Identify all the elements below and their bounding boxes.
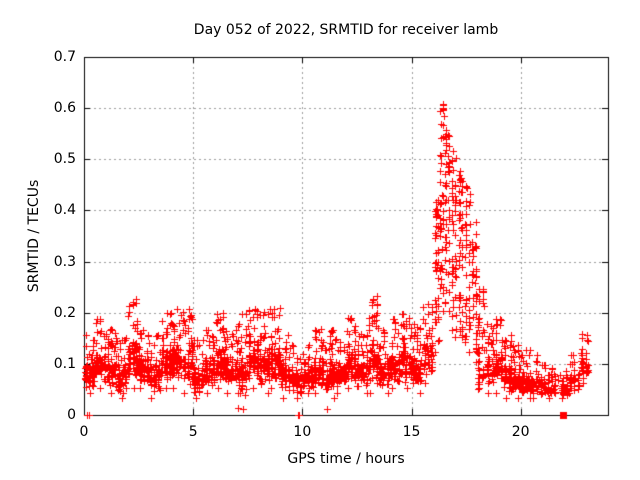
- x-tick-label: 15: [402, 424, 421, 440]
- y-tick-label: 0.6: [53, 100, 76, 117]
- y-tick-label: 0.5: [53, 151, 76, 168]
- y-tick-label: 0.4: [53, 202, 76, 219]
- x-tick-label: 5: [188, 424, 198, 440]
- y-tick-label: 0: [67, 407, 76, 423]
- y-tick-label: 0.3: [53, 253, 76, 270]
- x-axis-label: GPS time / hours: [287, 451, 405, 467]
- x-tick-label: 20: [511, 424, 530, 440]
- y-tick-label: 0.1: [53, 355, 76, 372]
- y-axis-label: SRMTID / TECUs: [26, 179, 42, 293]
- y-tick-label: 0.2: [53, 304, 76, 321]
- y-tick-label: 0.7: [53, 49, 76, 65]
- x-tick-label: 0: [79, 424, 89, 440]
- x-tick-label: 10: [293, 424, 312, 440]
- chart-title: Day 052 of 2022, SRMTID for receiver lam…: [193, 22, 499, 38]
